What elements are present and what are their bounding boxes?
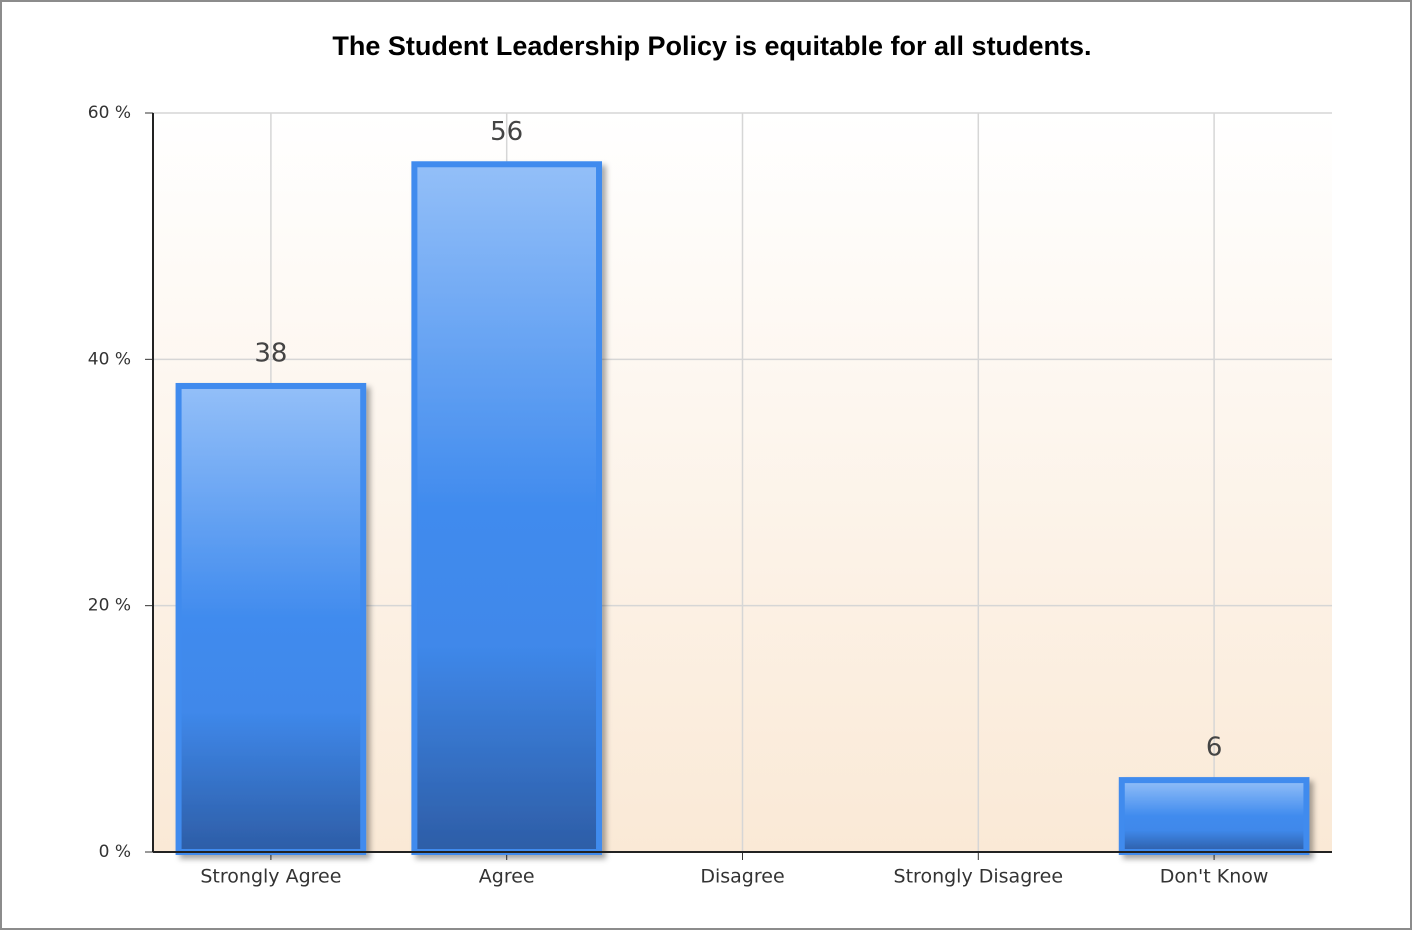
x-tick-label: Strongly Disagree (894, 866, 1063, 888)
bar (1118, 777, 1310, 855)
y-tick-label: 20 % (88, 596, 131, 616)
bar (411, 161, 603, 855)
bar (175, 382, 367, 855)
x-tick-label: Agree (479, 866, 535, 888)
data-label: 38 (254, 338, 287, 368)
data-label: 6 (1206, 733, 1223, 763)
y-tick-label: 40 % (88, 349, 131, 369)
x-tick-label: Don't Know (1160, 866, 1269, 888)
chart-title: The Student Leadership Policy is equitab… (332, 31, 1091, 61)
data-label: 56 (490, 117, 523, 147)
x-tick-label: Strongly Agree (200, 866, 341, 888)
x-tick-label: Disagree (700, 866, 784, 888)
y-tick-label: 60 % (88, 103, 131, 123)
y-tick-label: 0 % (99, 842, 131, 862)
